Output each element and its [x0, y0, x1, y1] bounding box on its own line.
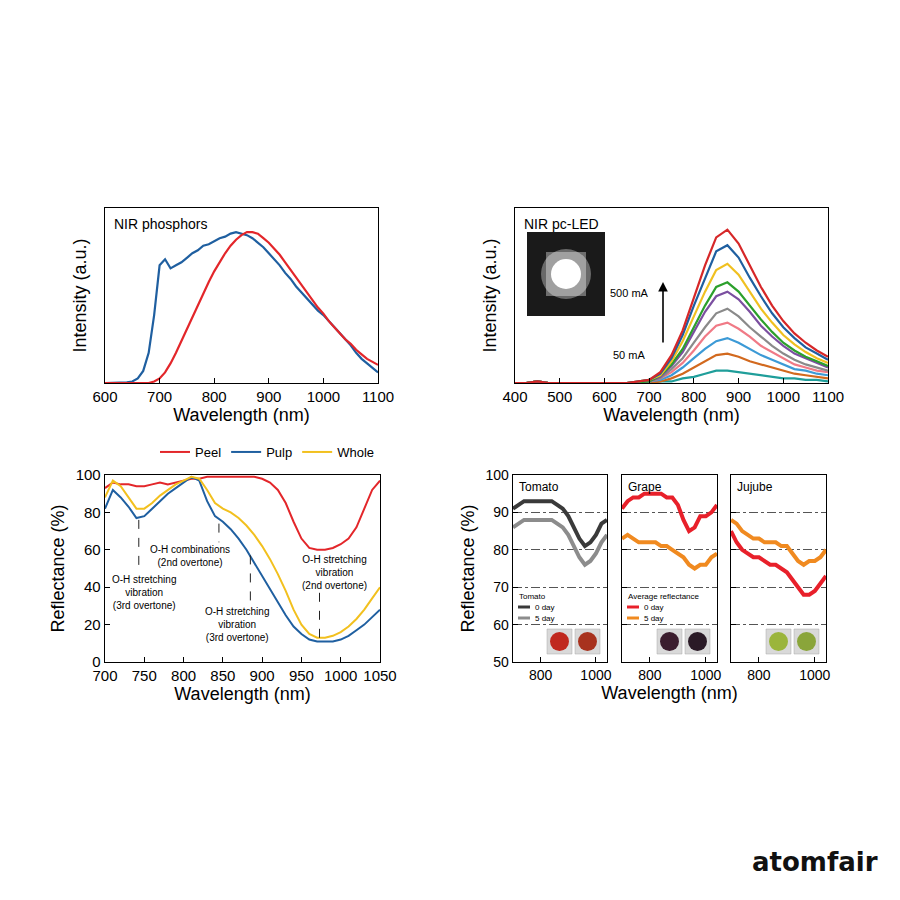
svg-text:80: 80: [84, 504, 101, 521]
svg-text:600: 600: [592, 388, 617, 405]
svg-text:1000: 1000: [799, 667, 830, 683]
svg-text:Jujube: Jujube: [737, 480, 773, 494]
svg-text:1000: 1000: [690, 667, 721, 683]
svg-text:Pulp: Pulp: [266, 445, 292, 460]
svg-text:O-H stretchingvibration(3rd ov: O-H stretchingvibration(3rd overtone): [112, 574, 176, 611]
svg-text:800: 800: [747, 667, 771, 683]
svg-text:NIR pc-LED: NIR pc-LED: [524, 216, 599, 232]
svg-text:Intensity (a.u.): Intensity (a.u.): [480, 238, 500, 352]
svg-text:1000: 1000: [767, 388, 800, 405]
svg-text:Whole: Whole: [337, 445, 374, 460]
svg-text:100: 100: [486, 467, 510, 483]
svg-text:700: 700: [147, 388, 172, 405]
svg-text:500 mA: 500 mA: [610, 287, 649, 299]
svg-text:900: 900: [726, 388, 751, 405]
svg-text:Average reflectance: Average reflectance: [628, 592, 700, 601]
svg-text:50: 50: [493, 654, 509, 670]
svg-text:400: 400: [502, 388, 527, 405]
svg-text:60: 60: [84, 541, 101, 558]
svg-text:Wavelength (nm): Wavelength (nm): [603, 405, 739, 425]
svg-text:70: 70: [493, 579, 509, 595]
svg-text:0: 0: [92, 653, 100, 670]
svg-text:750: 750: [132, 667, 157, 684]
svg-text:Wavelength (nm): Wavelength (nm): [174, 684, 310, 704]
svg-text:O-H combinations(2nd overtone): O-H combinations(2nd overtone): [150, 544, 230, 568]
svg-text:900: 900: [250, 667, 275, 684]
svg-text:800: 800: [202, 388, 227, 405]
svg-text:900: 900: [256, 388, 281, 405]
svg-text:600: 600: [92, 388, 117, 405]
svg-text:700: 700: [637, 388, 662, 405]
svg-text:800: 800: [171, 667, 196, 684]
svg-text:40: 40: [84, 578, 101, 595]
svg-text:Reflectance (%): Reflectance (%): [48, 504, 68, 632]
svg-text:800: 800: [638, 667, 662, 683]
svg-text:1000: 1000: [580, 667, 611, 683]
svg-text:1000: 1000: [307, 388, 340, 405]
svg-text:Reflectance (%): Reflectance (%): [458, 504, 478, 632]
svg-text:500: 500: [547, 388, 572, 405]
svg-text:850: 850: [210, 667, 235, 684]
svg-text:O-H stretchingvibration(2nd ov: O-H stretchingvibration(2nd overtone): [302, 554, 367, 591]
svg-text:0 day: 0 day: [535, 603, 555, 612]
svg-text:5 day: 5 day: [535, 614, 555, 623]
svg-text:5 day: 5 day: [644, 614, 664, 623]
svg-text:Peel: Peel: [195, 445, 221, 460]
svg-text:100: 100: [76, 466, 101, 483]
svg-text:20: 20: [84, 616, 101, 633]
svg-text:Tomato: Tomato: [519, 480, 559, 494]
svg-text:Wavelength (nm): Wavelength (nm): [173, 405, 309, 425]
svg-text:80: 80: [493, 542, 509, 558]
svg-text:50 mA: 50 mA: [613, 349, 645, 361]
svg-text:Wavelength (nm): Wavelength (nm): [601, 683, 737, 703]
svg-text:60: 60: [493, 617, 509, 633]
svg-text:90: 90: [493, 504, 509, 520]
svg-text:800: 800: [681, 388, 706, 405]
svg-text:1100: 1100: [812, 388, 844, 405]
svg-text:Grape: Grape: [628, 480, 662, 494]
svg-text:O-H stretchingvibration(3rd ov: O-H stretchingvibration(3rd overtone): [205, 606, 269, 643]
svg-text:NIR phosphors: NIR phosphors: [114, 216, 207, 232]
svg-text:Intensity (a.u.): Intensity (a.u.): [70, 238, 90, 352]
svg-text:1050: 1050: [363, 667, 396, 684]
svg-text:700: 700: [92, 667, 117, 684]
svg-text:atomfair: atomfair: [752, 847, 878, 877]
svg-text:950: 950: [289, 667, 314, 684]
svg-text:0 day: 0 day: [644, 603, 664, 612]
svg-text:1000: 1000: [324, 667, 357, 684]
svg-text:1100: 1100: [362, 388, 394, 405]
svg-text:Tomato: Tomato: [519, 592, 546, 601]
svg-text:800: 800: [529, 667, 553, 683]
